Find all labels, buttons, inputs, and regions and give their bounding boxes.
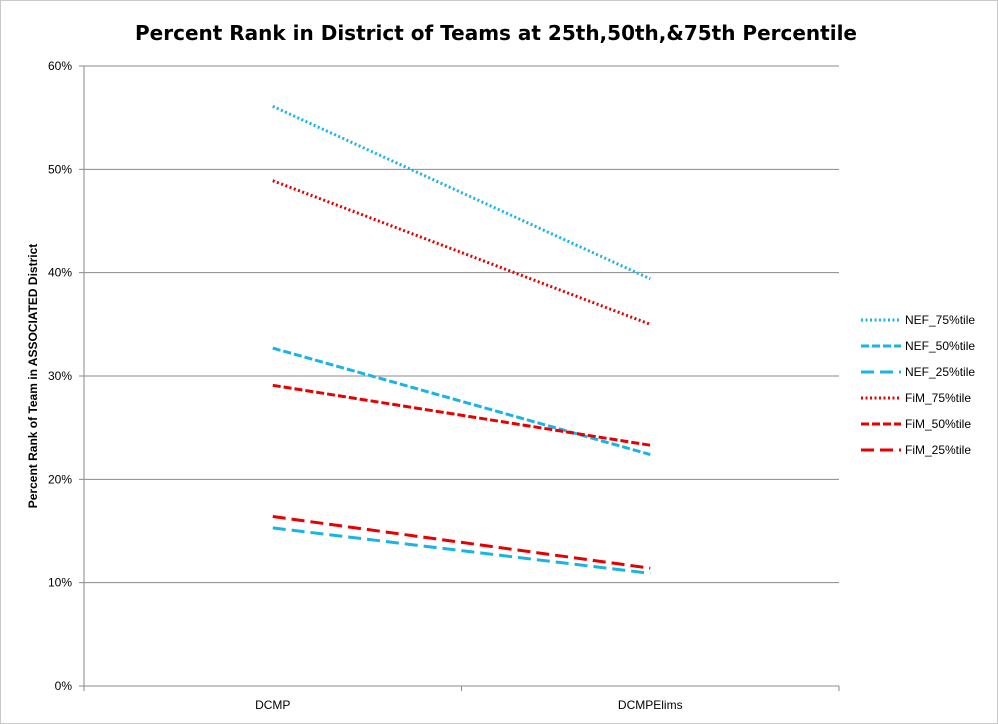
chart-title: Percent Rank in District of Teams at 25t… (135, 21, 857, 45)
legend-label: NEF_25%tile (905, 365, 975, 379)
y-tick-label: 30% (48, 369, 72, 383)
series-lines (272, 104, 651, 575)
legend-label: FiM_50%tile (905, 417, 971, 431)
legend: NEF_75%tile NEF_50%tile NEF_25%tile FiM_75%… (861, 313, 975, 457)
gridlines (79, 65, 839, 687)
y-tick-label: 0% (55, 679, 73, 693)
y-tick-label: 20% (48, 472, 72, 486)
series-line (272, 383, 651, 447)
series-line (272, 526, 651, 575)
legend-label: FiM_25%tile (905, 443, 971, 457)
y-tick-labels: 0% 10% 20% 30% 40% 50% 60% (48, 59, 72, 693)
series-line (272, 515, 651, 570)
series-line (272, 104, 651, 281)
axes (83, 66, 840, 691)
legend-label: FiM_75%tile (905, 391, 971, 405)
x-tick-label: DCMPElims (618, 698, 683, 712)
x-tick-label: DCMP (255, 698, 290, 712)
y-axis-label: Percent Rank of Team in ASSOCIATED Distr… (26, 244, 40, 509)
y-tick-label: 40% (48, 266, 72, 280)
y-tick-label: 60% (48, 59, 72, 73)
series-line (272, 346, 651, 456)
y-tick-label: 10% (48, 576, 72, 590)
legend-label: NEF_50%tile (905, 339, 975, 353)
y-tick-label: 50% (48, 162, 72, 176)
x-tick-labels: DCMP DCMPElims (255, 698, 683, 712)
legend-label: NEF_75%tile (905, 313, 975, 327)
